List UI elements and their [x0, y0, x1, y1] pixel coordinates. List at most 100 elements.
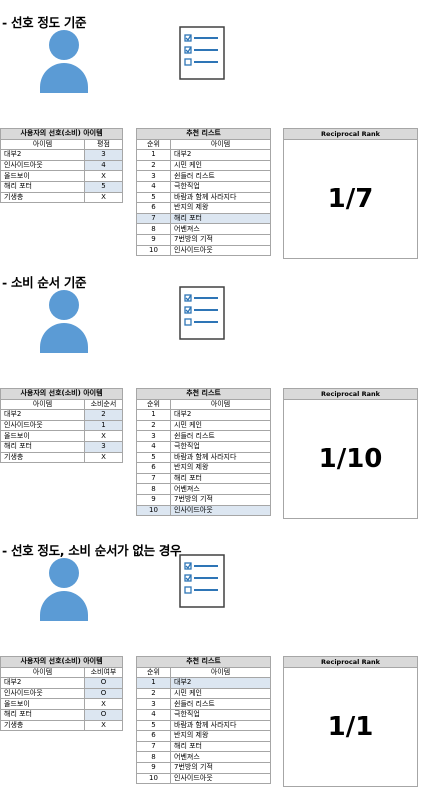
recommendation-row: 3 쉰들러 리스트: [136, 170, 272, 182]
preference-row: 올드보이 X: [0, 430, 123, 442]
recommendation-table: 추천 리스트 순위 아이템 1 대부2 2 시민 케인 3 쉰들러 리스트 4 극한직업 5 바람…: [135, 388, 272, 517]
preference-row: 해리 포터 5: [0, 180, 123, 193]
preference-value: X: [84, 719, 123, 732]
recommendation-rank: 5: [136, 191, 171, 204]
preference-value: 3: [84, 440, 123, 453]
recommendation-row: 10 인사이드아웃: [136, 772, 272, 785]
recommendation-row: 5 바람과 함께 사라지다: [136, 719, 272, 732]
preference-value: O: [84, 687, 123, 700]
recommendation-item: 바람과 함께 사라지다: [169, 451, 272, 464]
recommendation-row: 6 반지의 제왕: [136, 730, 272, 742]
recommendation-row: 1 대부2: [136, 677, 272, 689]
recommendation-rank: 7: [136, 740, 171, 753]
recommendation-item: 7번방의 기적: [169, 493, 272, 506]
reciprocal-rank-title: Reciprocal Rank: [284, 389, 417, 400]
preference-value: 2: [84, 409, 123, 421]
recommendation-row: 7 해리 포터: [136, 212, 272, 225]
recommendation-rank: 4: [136, 708, 171, 721]
recommendation-rank: 6: [136, 202, 171, 214]
recommendation-item: 어벤져스: [169, 223, 272, 235]
preference-item: 올드보이: [0, 170, 85, 182]
recommendation-row: 2 시민 케인: [136, 687, 272, 700]
recommendation-row: 2 시민 케인: [136, 159, 272, 172]
recommendation-item: 해리 포터: [169, 740, 272, 753]
recommendation-item: 시민 케인: [169, 419, 272, 432]
recommendation-row: 3 쉰들러 리스트: [136, 698, 272, 710]
preference-table-title: 사용자의 선호(소비) 아이템: [0, 388, 123, 400]
recommendation-row: 10 인사이드아웃: [136, 504, 272, 517]
reciprocal-rank-value: 1/1: [327, 712, 374, 742]
recommendation-rank: 7: [136, 472, 171, 485]
preference-item: 인사이드아웃: [0, 687, 85, 700]
recommendation-rank: 8: [136, 751, 171, 763]
recommendation-rank: 9: [136, 493, 171, 506]
recommendation-col-item: 아이템: [169, 666, 272, 679]
preference-item: 기생충: [0, 191, 85, 204]
preference-row: 해리 포터 3: [0, 440, 123, 453]
preference-row: 기생충 X: [0, 191, 123, 204]
user-icon: [40, 30, 88, 94]
preference-value: X: [84, 170, 123, 182]
preference-col-item: 아이템: [0, 138, 85, 151]
section-heading: - 소비 순서 기준: [2, 275, 87, 290]
recommendation-rank: 6: [136, 730, 171, 742]
recommendation-item: 해리 포터: [169, 472, 272, 485]
reciprocal-rank-box: Reciprocal Rank 1/1: [283, 656, 418, 787]
recommendation-item: 인사이드아웃: [169, 244, 272, 257]
recommendation-item: 시민 케인: [169, 687, 272, 700]
recommendation-row: 7 해리 포터: [136, 740, 272, 753]
recommendation-rank: 2: [136, 687, 171, 700]
recommendation-item: 반지의 제왕: [169, 202, 272, 214]
recommendation-rank: 5: [136, 719, 171, 732]
recommendation-rank: 4: [136, 180, 171, 193]
recommendation-item: 시민 케인: [169, 159, 272, 172]
recommendation-table-title: 추천 리스트: [135, 656, 272, 668]
recommendation-col-rank: 순위: [136, 666, 171, 679]
recommendation-item: 반지의 제왕: [169, 462, 272, 474]
recommendation-rank: 1: [136, 409, 171, 421]
recommendation-item: 극한직업: [169, 708, 272, 721]
reciprocal-rank-title: Reciprocal Rank: [284, 129, 417, 140]
recommendation-row: 8 어벤져스: [136, 223, 272, 235]
recommendation-item: 쉰들러 리스트: [169, 698, 272, 710]
preference-value: 4: [84, 159, 123, 172]
preference-value: 3: [84, 149, 123, 161]
preference-col-item: 아이템: [0, 666, 85, 679]
preference-item: 올드보이: [0, 430, 85, 442]
preference-value: 5: [84, 180, 123, 193]
preference-row: 해리 포터 O: [0, 708, 123, 721]
preference-row: 대부2 O: [0, 677, 123, 689]
recommendation-row: 4 극한직업: [136, 180, 272, 193]
recommendation-rank: 3: [136, 170, 171, 182]
section-heading: - 선호 정도, 소비 순서가 없는 경우: [2, 543, 182, 558]
preference-row: 대부2 3: [0, 149, 123, 161]
preference-value: 1: [84, 419, 123, 432]
preference-table: 사용자의 선호(소비) 아이템 아이템 평점 대부2 3 인사이드아웃 4 올드보이 X 해…: [0, 128, 123, 204]
recommendation-row: 10 인사이드아웃: [136, 244, 272, 257]
recommendation-col-rank: 순위: [136, 138, 171, 151]
recommendation-rank: 2: [136, 419, 171, 432]
preference-row: 대부2 2: [0, 409, 123, 421]
recommendation-row: 7 해리 포터: [136, 472, 272, 485]
recommendation-row: 8 어벤져스: [136, 751, 272, 763]
recommendation-rank: 7: [136, 212, 171, 225]
recommendation-item: 7번방의 기적: [169, 761, 272, 774]
recommendation-rank: 9: [136, 233, 171, 246]
recommendation-col-rank: 순위: [136, 398, 171, 411]
section-heading: - 선호 정도 기준: [2, 15, 87, 30]
recommendation-rank: 8: [136, 223, 171, 235]
recommendation-item: 쉰들러 리스트: [169, 170, 272, 182]
preference-item: 해리 포터: [0, 440, 85, 453]
preference-table-title: 사용자의 선호(소비) 아이템: [0, 656, 123, 668]
recommendation-rank: 2: [136, 159, 171, 172]
recommendation-col-item: 아이템: [169, 398, 272, 411]
preference-item: 올드보이: [0, 698, 85, 710]
recommendation-row: 6 반지의 제왕: [136, 202, 272, 214]
recommendation-item: 인사이드아웃: [169, 504, 272, 517]
reciprocal-rank-title: Reciprocal Rank: [284, 657, 417, 668]
recommendation-item: 쉰들러 리스트: [169, 430, 272, 442]
recommendation-item: 바람과 함께 사라지다: [169, 719, 272, 732]
preference-row: 인사이드아웃 O: [0, 687, 123, 700]
recommendation-row: 6 반지의 제왕: [136, 462, 272, 474]
preference-value: O: [84, 708, 123, 721]
